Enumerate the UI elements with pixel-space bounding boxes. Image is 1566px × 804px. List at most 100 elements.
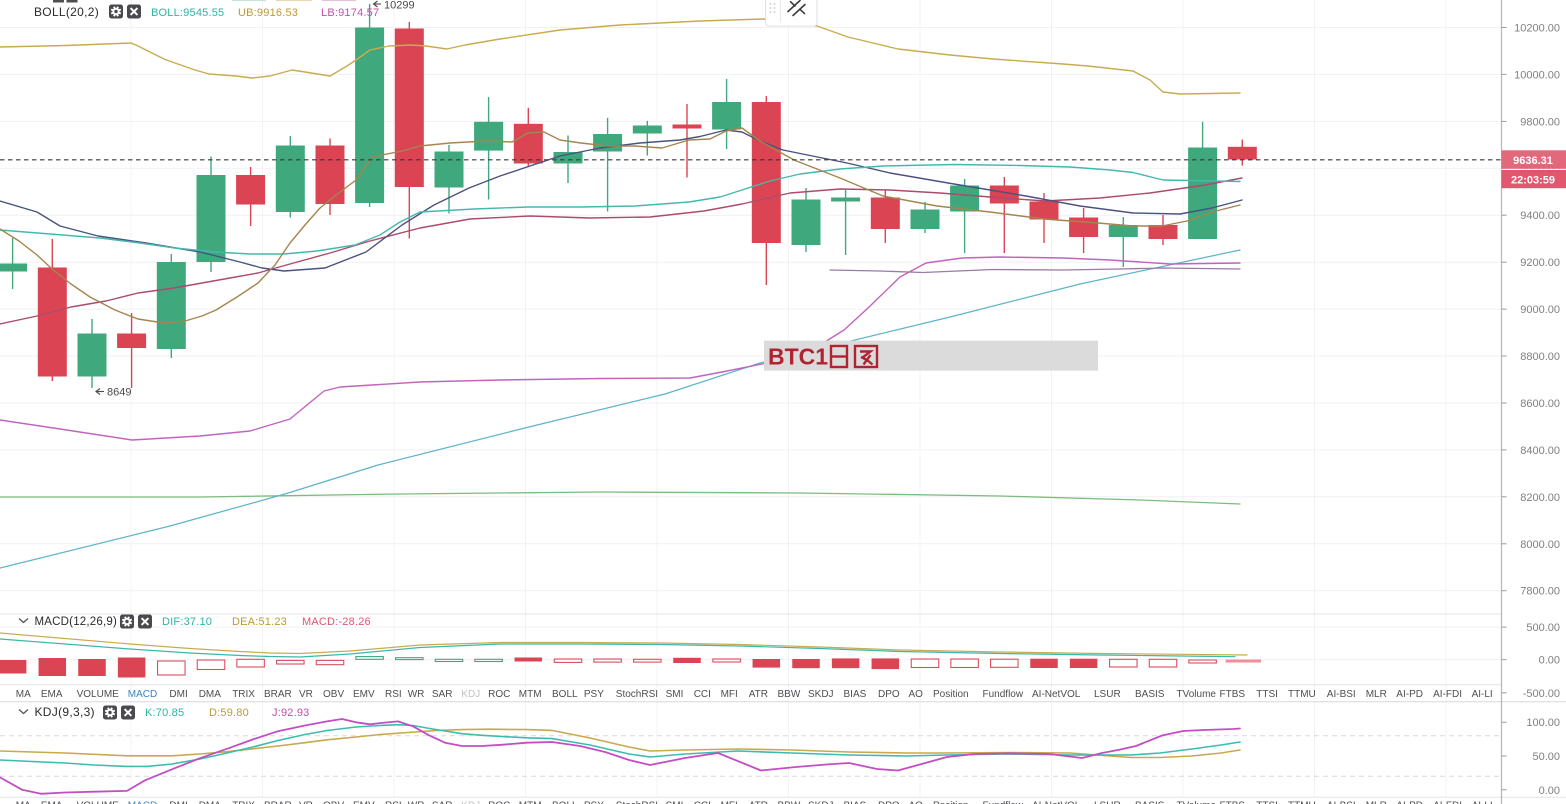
svg-text:BBW: BBW bbox=[778, 801, 801, 804]
svg-text:MFI: MFI bbox=[721, 801, 738, 804]
svg-text:MA: MA bbox=[16, 689, 31, 700]
svg-text:DPO: DPO bbox=[878, 689, 900, 700]
svg-text:MACD: MACD bbox=[128, 801, 157, 804]
svg-text:AO: AO bbox=[909, 801, 924, 804]
svg-text:OBV: OBV bbox=[323, 689, 344, 700]
svg-text:Fundflow: Fundflow bbox=[983, 689, 1024, 700]
svg-text:TTMU: TTMU bbox=[1288, 801, 1316, 804]
svg-text:KDJ(9,3,3): KDJ(9,3,3) bbox=[35, 705, 95, 719]
svg-text:VOLUME: VOLUME bbox=[77, 689, 120, 700]
svg-text:FTBS: FTBS bbox=[1220, 689, 1246, 700]
svg-text:AI-LI: AI-LI bbox=[1472, 801, 1493, 804]
svg-text:9200.00: 9200.00 bbox=[1520, 257, 1560, 269]
svg-text:LSUR: LSUR bbox=[1094, 801, 1121, 804]
svg-text:AI-BSI: AI-BSI bbox=[1327, 801, 1356, 804]
svg-text:K:70.85: K:70.85 bbox=[145, 707, 184, 719]
svg-text:CCI: CCI bbox=[694, 801, 711, 804]
svg-text:VOLUME: VOLUME bbox=[77, 801, 120, 804]
svg-text:AI-BSI: AI-BSI bbox=[1327, 689, 1356, 700]
svg-text:BIAS: BIAS bbox=[844, 689, 867, 700]
svg-text:8000.00: 8000.00 bbox=[1520, 539, 1560, 551]
svg-text:8400.00: 8400.00 bbox=[1520, 445, 1560, 457]
svg-text:J:92.93: J:92.93 bbox=[272, 707, 309, 719]
svg-text:BOLL:9545.55: BOLL:9545.55 bbox=[151, 7, 224, 19]
svg-text:10299: 10299 bbox=[384, 0, 415, 12]
svg-text:SKDJ: SKDJ bbox=[808, 689, 834, 700]
svg-text:ATR: ATR bbox=[749, 689, 768, 700]
svg-text:MACD: MACD bbox=[128, 689, 157, 700]
svg-text:MTM: MTM bbox=[519, 689, 542, 700]
svg-text:BIAS: BIAS bbox=[844, 801, 867, 804]
svg-text:KDJ: KDJ bbox=[461, 801, 480, 804]
svg-text:ROC: ROC bbox=[488, 689, 510, 700]
svg-text:DIF:37.10: DIF:37.10 bbox=[162, 616, 212, 628]
svg-text:TVolume: TVolume bbox=[1177, 689, 1217, 700]
svg-text:DMI: DMI bbox=[169, 689, 187, 700]
svg-text:7800.00: 7800.00 bbox=[1520, 586, 1560, 598]
svg-text:EMV: EMV bbox=[353, 801, 375, 804]
svg-text:EMA: EMA bbox=[41, 801, 63, 804]
svg-text:SAR: SAR bbox=[432, 801, 453, 804]
svg-text:9800.00: 9800.00 bbox=[1520, 116, 1560, 128]
svg-text:TTSI: TTSI bbox=[1256, 689, 1278, 700]
svg-text:8800.00: 8800.00 bbox=[1520, 351, 1560, 363]
svg-text:BOLL: BOLL bbox=[552, 689, 578, 700]
svg-text:AO: AO bbox=[909, 689, 924, 700]
svg-text:0.00: 0.00 bbox=[1539, 655, 1560, 667]
svg-text:MACD:-28.26: MACD:-28.26 bbox=[302, 616, 371, 628]
svg-text:BOLL: BOLL bbox=[552, 801, 578, 804]
svg-text:D:59.80: D:59.80 bbox=[209, 707, 249, 719]
svg-text:FTBS: FTBS bbox=[1220, 801, 1246, 804]
svg-text:DMA: DMA bbox=[199, 689, 222, 700]
svg-text:DEA:51.23: DEA:51.23 bbox=[232, 616, 287, 628]
svg-text:LB:9174.57: LB:9174.57 bbox=[321, 7, 379, 19]
svg-text:TRIX: TRIX bbox=[232, 689, 255, 700]
svg-text:500.00: 500.00 bbox=[1526, 622, 1560, 634]
svg-text:100.00: 100.00 bbox=[1526, 717, 1560, 729]
svg-text:KDJ: KDJ bbox=[461, 689, 480, 700]
svg-text:DMI: DMI bbox=[169, 801, 187, 804]
svg-text:MTM: MTM bbox=[519, 801, 542, 804]
svg-text:AI-NetVOL: AI-NetVOL bbox=[1032, 689, 1081, 700]
svg-text:AI-FDI: AI-FDI bbox=[1433, 689, 1462, 700]
svg-text:AI-FDI: AI-FDI bbox=[1433, 801, 1462, 804]
svg-text:AI-NetVOL: AI-NetVOL bbox=[1032, 801, 1081, 804]
svg-text:Fundflow: Fundflow bbox=[983, 801, 1024, 804]
svg-text:BASIS: BASIS bbox=[1135, 689, 1165, 700]
svg-text:BBW: BBW bbox=[778, 689, 801, 700]
svg-text:VR: VR bbox=[299, 801, 313, 804]
svg-text:PSY: PSY bbox=[584, 801, 604, 804]
svg-text:BRAR: BRAR bbox=[264, 689, 292, 700]
svg-text:EMV: EMV bbox=[353, 689, 375, 700]
svg-text:AI-PD: AI-PD bbox=[1396, 801, 1423, 804]
svg-text:SKDJ: SKDJ bbox=[808, 801, 834, 804]
svg-text:WR: WR bbox=[408, 801, 425, 804]
svg-text:WR: WR bbox=[408, 689, 425, 700]
svg-text:9000.00: 9000.00 bbox=[1520, 304, 1560, 316]
svg-text:VR: VR bbox=[299, 689, 313, 700]
svg-text:TRIX: TRIX bbox=[232, 801, 255, 804]
svg-text:BOLL(20,2): BOLL(20,2) bbox=[34, 5, 99, 19]
svg-text:9400.00: 9400.00 bbox=[1520, 210, 1560, 222]
svg-text:0.00: 0.00 bbox=[1539, 785, 1560, 797]
svg-text:TTSI: TTSI bbox=[1256, 801, 1278, 804]
svg-text:DPO: DPO bbox=[878, 801, 900, 804]
svg-text:10000.00: 10000.00 bbox=[1514, 69, 1560, 81]
svg-text:8200.00: 8200.00 bbox=[1520, 492, 1560, 504]
svg-text:8600.00: 8600.00 bbox=[1520, 398, 1560, 410]
svg-text:BRAR: BRAR bbox=[264, 801, 292, 804]
svg-text:ATR: ATR bbox=[749, 801, 768, 804]
svg-text:StochRSI: StochRSI bbox=[616, 689, 658, 700]
svg-text:SAR: SAR bbox=[432, 689, 453, 700]
svg-text:SMI: SMI bbox=[666, 689, 684, 700]
svg-text:SMI: SMI bbox=[666, 801, 684, 804]
svg-text:StochRSI: StochRSI bbox=[616, 801, 658, 804]
svg-text:MFI: MFI bbox=[721, 689, 738, 700]
svg-text:AI-LI: AI-LI bbox=[1472, 689, 1493, 700]
svg-text:ROC: ROC bbox=[488, 801, 510, 804]
svg-text:DMA: DMA bbox=[199, 801, 222, 804]
svg-text:OBV: OBV bbox=[323, 801, 344, 804]
svg-text:MA: MA bbox=[16, 801, 31, 804]
svg-text:RSI: RSI bbox=[385, 689, 402, 700]
svg-text:MACD(12,26,9): MACD(12,26,9) bbox=[35, 616, 118, 628]
